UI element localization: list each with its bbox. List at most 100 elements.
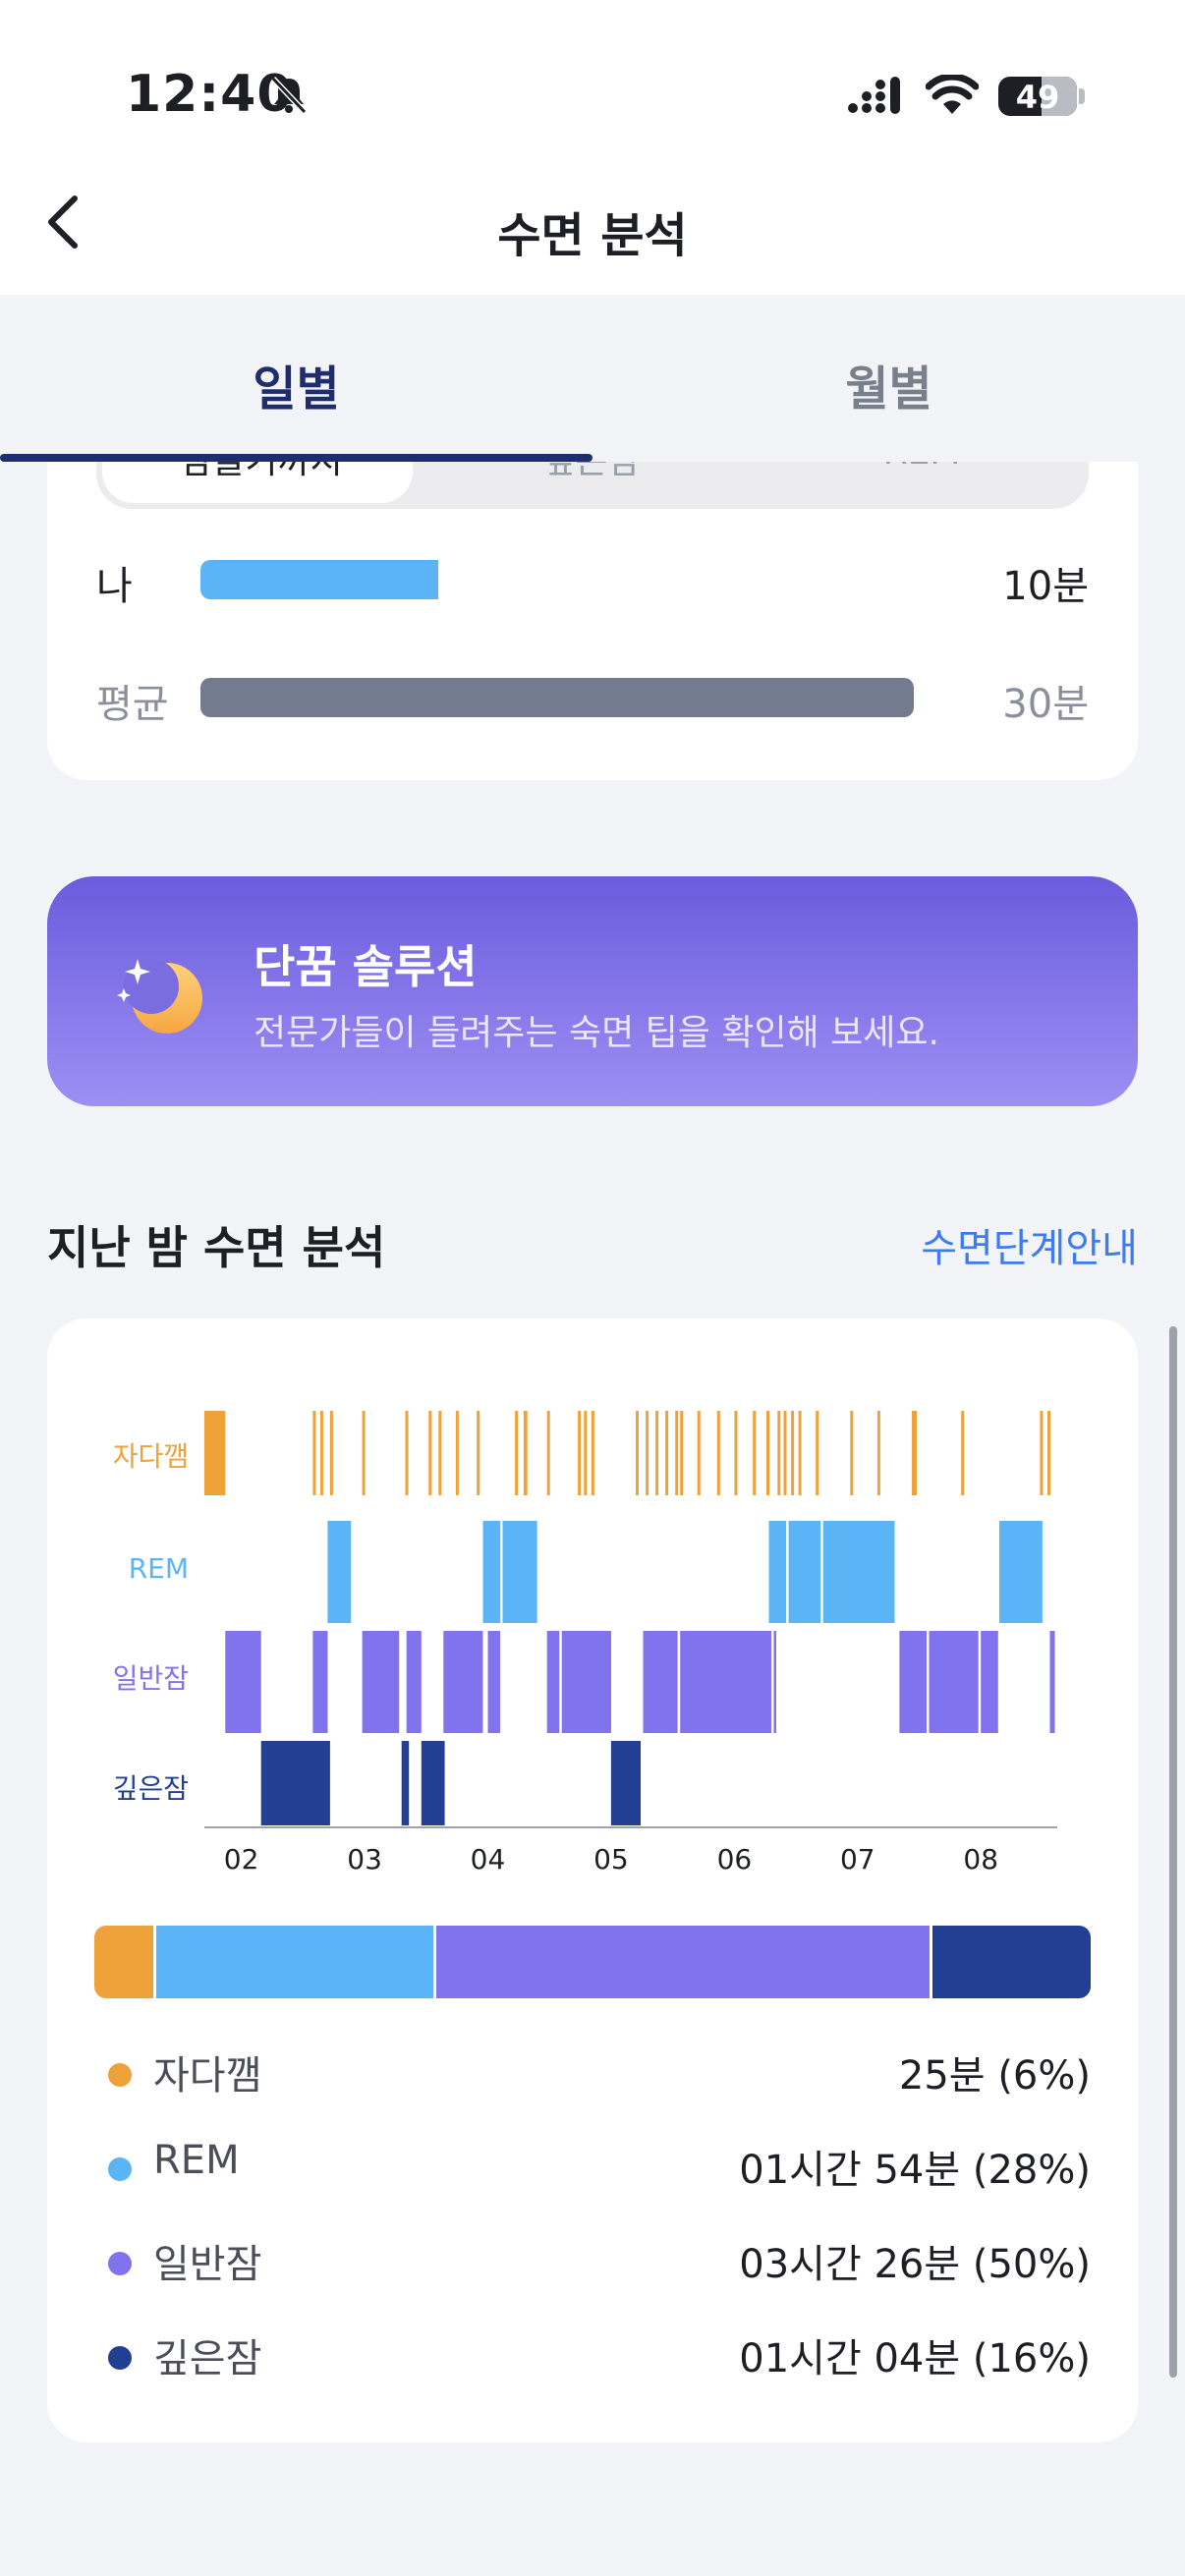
hypnogram-segment-awake bbox=[515, 1411, 519, 1495]
x-tick-label: 04 bbox=[471, 1843, 506, 1876]
hypnogram-segment-light bbox=[406, 1631, 422, 1733]
hypnogram-segment-light bbox=[929, 1631, 979, 1733]
hypnogram-segment-rem bbox=[768, 1521, 787, 1623]
comparison-value-average: 30분 bbox=[1002, 682, 1089, 727]
sleep-stage-guide-link[interactable]: 수면단계안내 bbox=[921, 1226, 1138, 1271]
stage-share-awake bbox=[94, 1926, 154, 1998]
legend-label-light: 일반잠 bbox=[153, 2242, 262, 2287]
segment-rem[interactable]: REM bbox=[757, 462, 1087, 473]
legend-dot-awake bbox=[108, 2063, 132, 2087]
hypnogram-segment-light bbox=[643, 1631, 678, 1733]
hypnogram-segment-awake bbox=[665, 1411, 669, 1495]
tab-daily[interactable]: 일별 bbox=[253, 362, 340, 417]
status-time: 12:40 bbox=[126, 65, 294, 124]
hypnogram-segment-rem bbox=[999, 1521, 1043, 1623]
x-tick-label: 06 bbox=[717, 1843, 753, 1876]
hypnogram-segment-light bbox=[680, 1631, 771, 1733]
hypnogram-segment-light bbox=[443, 1631, 483, 1733]
hypnogram-segment-awake bbox=[791, 1411, 795, 1495]
battery-icon: 49 bbox=[998, 77, 1077, 116]
hypnogram-segment-awake bbox=[876, 1411, 880, 1495]
scrollbar[interactable] bbox=[1169, 1326, 1177, 2378]
back-arrow-icon[interactable] bbox=[43, 191, 83, 253]
hypnogram-segment-deep bbox=[610, 1741, 641, 1825]
stage-share-rem bbox=[153, 1926, 433, 1998]
hypnogram-segment-light bbox=[981, 1631, 998, 1733]
hypnogram-segment-light bbox=[1049, 1631, 1055, 1733]
stage-label-awake: 자다깸 bbox=[113, 1440, 189, 1473]
legend-item-rem: REM 01시간 54분 (28%) bbox=[94, 2138, 1091, 2197]
legend-dot-deep bbox=[108, 2346, 132, 2370]
stage-share-deep bbox=[930, 1926, 1091, 1998]
legend-item-awake: 자다깸 25분 (6%) bbox=[94, 2044, 1091, 2102]
hypnogram-segment-awake bbox=[477, 1411, 480, 1495]
hypnogram-segment-awake bbox=[591, 1411, 594, 1495]
sleep-solution-banner[interactable]: 단꿈 솔루션 전문가들이 들려주는 숙면 팁을 확인해 보세요. bbox=[47, 876, 1138, 1106]
x-tick-label: 05 bbox=[593, 1843, 629, 1876]
bell-muted-icon bbox=[270, 76, 308, 115]
legend-label-rem: REM bbox=[153, 2138, 240, 2183]
x-tick-label: 02 bbox=[224, 1843, 259, 1876]
hypnogram-segment-deep bbox=[421, 1741, 445, 1825]
sleep-analysis-card: 자다깸 REM 일반잠 깊은잠 02 03 04 05 06 07 08 자다깸 25분 (6%) … bbox=[47, 1318, 1138, 2442]
hypnogram-segment-light bbox=[561, 1631, 611, 1733]
hypnogram-segment-light bbox=[773, 1631, 776, 1733]
hypnogram-segment-awake bbox=[1047, 1411, 1050, 1495]
legend-value-light: 03시간 26분 (50%) bbox=[739, 2242, 1091, 2287]
hypnogram-segment-awake bbox=[578, 1411, 582, 1495]
hypnogram-segment-light bbox=[487, 1631, 500, 1733]
comparison-row-average: 평균 30분 bbox=[96, 668, 1089, 727]
moon-sparkle-icon bbox=[117, 959, 202, 1034]
hypnogram-segment-awake bbox=[850, 1411, 854, 1495]
hypnogram-segment-awake bbox=[798, 1411, 802, 1495]
x-tick-label: 08 bbox=[963, 1843, 998, 1876]
segment-deep-sleep[interactable]: 깊은잠 bbox=[426, 462, 757, 483]
hypnogram-segment-awake bbox=[1040, 1411, 1044, 1495]
hypnogram-segment-awake bbox=[766, 1411, 769, 1495]
hypnogram-segment-awake bbox=[312, 1411, 316, 1495]
tab-indicator bbox=[0, 454, 592, 462]
x-tick-label: 07 bbox=[840, 1843, 875, 1876]
hypnogram-segment-awake bbox=[646, 1411, 649, 1495]
legend-value-awake: 25분 (6%) bbox=[898, 2053, 1091, 2099]
hypnogram-segment-awake bbox=[680, 1411, 684, 1495]
comparison-label-average: 평균 bbox=[96, 682, 169, 727]
hypnogram-segment-awake bbox=[783, 1411, 787, 1495]
x-tick-label: 03 bbox=[347, 1843, 382, 1876]
hypnogram-segment-awake bbox=[546, 1411, 550, 1495]
comparison-track bbox=[200, 678, 914, 717]
comparison-value-me: 10분 bbox=[1002, 564, 1089, 609]
legend-label-awake: 자다깸 bbox=[153, 2053, 262, 2099]
segment-sleep-latency[interactable]: 잠들기까지 bbox=[96, 462, 426, 483]
hypnogram-segment-awake bbox=[204, 1411, 226, 1495]
period-tabs: 일별 월별 bbox=[0, 295, 1185, 462]
comparison-segment-control: 잠들기까지 깊은잠 REM bbox=[96, 462, 1089, 509]
legend-dot-rem bbox=[108, 2157, 132, 2181]
hypnogram-segment-light bbox=[546, 1631, 560, 1733]
comparison-bar-average bbox=[200, 678, 914, 717]
banner-title: 단꿈 솔루션 bbox=[254, 940, 478, 993]
hypnogram-segment-deep bbox=[401, 1741, 410, 1825]
comparison-bar-me bbox=[200, 560, 438, 599]
hypnogram-segment-rem bbox=[822, 1521, 895, 1623]
hypnogram-segment-awake bbox=[655, 1411, 659, 1495]
hypnogram-segment-light bbox=[362, 1631, 400, 1733]
hypnogram-segment-rem bbox=[327, 1521, 352, 1623]
scroll-content[interactable]: 잠들기까지 깊은잠 REM 나 10분 평균 30분 bbox=[0, 462, 1185, 2576]
legend-item-light: 일반잠 03시간 26분 (50%) bbox=[94, 2232, 1091, 2291]
stage-label-rem: REM bbox=[129, 1552, 189, 1585]
hypnogram-segment-awake bbox=[584, 1411, 588, 1495]
hypnogram-segment-awake bbox=[405, 1411, 409, 1495]
hypnogram-segment-awake bbox=[362, 1411, 366, 1495]
hypnogram-segment-awake bbox=[753, 1411, 757, 1495]
battery-tip bbox=[1079, 88, 1085, 104]
stage-label-light: 일반잠 bbox=[113, 1662, 189, 1695]
status-bar: 12:40 49 bbox=[0, 0, 1185, 177]
page-title: 수면 분석 bbox=[497, 208, 688, 263]
legend-item-deep: 깊은잠 01시간 04분 (16%) bbox=[94, 2326, 1091, 2385]
section-title: 지난 밤 수면 분석 bbox=[47, 1221, 386, 1274]
tab-monthly[interactable]: 월별 bbox=[845, 362, 932, 417]
hypnogram-segment-awake bbox=[636, 1411, 639, 1495]
comparison-row-me: 나 10분 bbox=[96, 550, 1089, 609]
hypnogram-segment-awake bbox=[777, 1411, 781, 1495]
